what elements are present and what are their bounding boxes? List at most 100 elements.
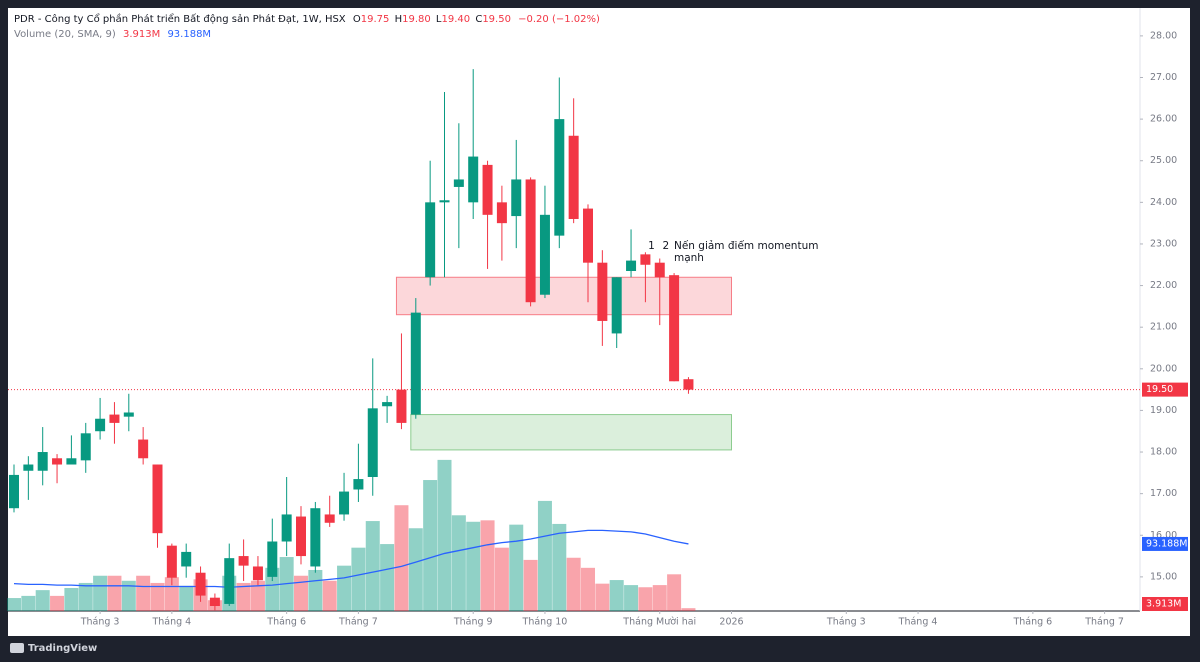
candle-body [310, 508, 321, 567]
ohlc-value: 19.40 [442, 14, 471, 25]
volume-bar [451, 515, 466, 611]
volume-bar [609, 580, 624, 611]
volume-sma: 93.188M [167, 29, 211, 40]
volume-bar [179, 585, 194, 611]
volume-bar [322, 580, 337, 611]
volume-bar [466, 521, 481, 611]
volume-sma-label: 93.188M [1146, 538, 1187, 549]
y-tick-label: 18.00 [1150, 447, 1177, 458]
volume-bar [294, 575, 308, 611]
candle-body [640, 254, 651, 265]
candle-body [9, 474, 19, 509]
zone [395, 276, 732, 316]
volume-bar [494, 547, 509, 611]
ohlc-key: L [436, 14, 442, 25]
y-tick-label: 25.00 [1150, 155, 1177, 166]
candle-body [554, 119, 565, 236]
candle-body [583, 208, 593, 263]
x-tick-label: Tháng 4 [898, 617, 938, 628]
ohlc-key: C [475, 14, 482, 25]
volume-bar [408, 528, 423, 611]
x-tick-label: Tháng 4 [151, 617, 191, 628]
volume-bar [624, 585, 639, 611]
volume-bar [7, 598, 21, 611]
y-tick-label: 20.00 [1150, 363, 1177, 374]
x-tick-label: Tháng 7 [1084, 617, 1124, 628]
brand[interactable]: TradingView [28, 643, 97, 654]
x-tick-label: Tháng 3 [826, 617, 866, 628]
y-tick-label: 27.00 [1150, 72, 1177, 83]
volume-bar [537, 500, 552, 611]
volume-sma-label-box [1142, 536, 1188, 551]
volume-bar [265, 567, 280, 611]
x-tick-label: 2026 [719, 617, 743, 628]
volume-bar [35, 590, 50, 611]
volume-bar [380, 544, 395, 611]
candle-body [353, 479, 364, 490]
volume-label: 3.913M [1146, 599, 1181, 610]
volume-bar [667, 574, 682, 611]
legend-title: PDR - Công ty Cổ phần Phát triển Bất độn… [14, 12, 600, 25]
volume-bar [595, 583, 610, 611]
x-tick-label: Tháng 9 [453, 617, 493, 628]
volume-sma-line [13, 529, 689, 588]
ohlc-key: O [353, 14, 361, 25]
volume-bar [64, 587, 79, 611]
candle-body [166, 545, 177, 578]
volume-bar [150, 582, 165, 611]
volume-bar [107, 575, 122, 611]
y-tick-label: 24.00 [1150, 197, 1177, 208]
candle-body [339, 491, 350, 515]
candle-body [138, 439, 149, 459]
candle-body [568, 135, 579, 219]
candle-body [382, 402, 393, 407]
volume-bar [566, 557, 581, 611]
symbol: PDR - Công ty Cổ phần Phát triển Bất độn… [14, 12, 346, 25]
y-tick-label: 22.00 [1150, 280, 1177, 291]
y-tick-label: 21.00 [1150, 322, 1177, 333]
volume-name: Volume (20, SMA, 9) [14, 29, 116, 40]
annotation-text: 2 [662, 240, 670, 253]
candle-body [66, 458, 77, 465]
volume-bar [523, 559, 538, 611]
last-price-label-box [1142, 382, 1188, 397]
volume-bar [136, 575, 151, 611]
last-price-label: 19.50 [1146, 384, 1173, 395]
volume-bar [423, 480, 438, 611]
volume-label-box [1142, 597, 1188, 611]
candle-body [396, 389, 407, 423]
candle-body [267, 541, 278, 577]
annotation-text: 1 [648, 240, 655, 253]
x-tick-label: Tháng 10 [522, 617, 568, 628]
volume-bar [21, 595, 36, 611]
annotation-text: Nến giảm điểm momentum mạnh [673, 240, 819, 265]
candle-body [525, 179, 536, 303]
volume-bar [437, 459, 452, 611]
candle-body [410, 312, 421, 415]
candle-body [439, 200, 450, 203]
x-tick-label: Tháng 7 [338, 617, 378, 628]
volume-bar [337, 565, 352, 611]
volume-bar [652, 585, 667, 611]
volume-bar [50, 595, 65, 611]
candle-body [123, 412, 134, 417]
candle-body [425, 202, 436, 278]
x-tick-label: Tháng 6 [266, 617, 306, 628]
ohlc-key: H [395, 14, 403, 25]
volume-bar [121, 580, 136, 611]
logo [10, 643, 24, 653]
y-tick-label: 28.00 [1150, 30, 1177, 41]
candle-body [654, 262, 665, 278]
candle-body [539, 214, 550, 295]
candle-body [453, 179, 464, 187]
volume-bar [78, 582, 93, 611]
candle-body [252, 566, 263, 581]
volume-bar [308, 569, 323, 611]
ohlc-value: 19.80 [402, 14, 431, 25]
x-tick-label: Tháng 6 [1012, 617, 1052, 628]
candle-body [597, 262, 608, 321]
candle-body [669, 275, 680, 382]
candle-body [367, 408, 378, 477]
volume-bar [164, 577, 179, 611]
